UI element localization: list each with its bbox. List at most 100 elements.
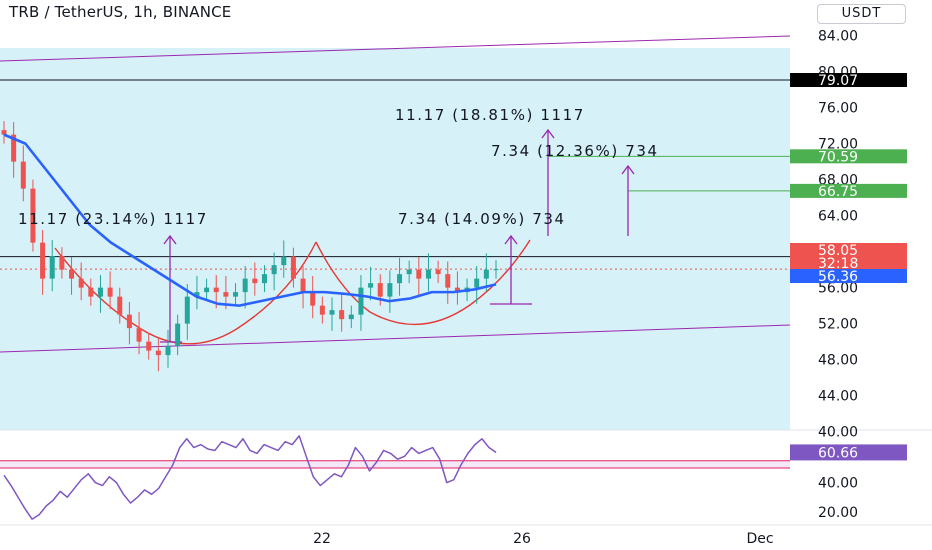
price-label-box bbox=[790, 183, 907, 198]
candle bbox=[435, 260, 441, 284]
candle bbox=[78, 262, 84, 301]
price-label-text: 32:18 bbox=[818, 256, 858, 272]
candle bbox=[425, 253, 431, 292]
candle bbox=[107, 271, 113, 310]
y-axis-tick-label: 48.00 bbox=[818, 353, 858, 369]
candle bbox=[483, 253, 489, 292]
candle-body bbox=[397, 274, 403, 284]
candle bbox=[261, 265, 267, 293]
candle-body bbox=[329, 310, 335, 315]
candle bbox=[11, 122, 17, 178]
candle bbox=[20, 145, 26, 202]
rsi-tick-label: 40.00 bbox=[818, 476, 858, 492]
candle-body bbox=[300, 278, 306, 293]
candle bbox=[406, 260, 412, 284]
candle bbox=[40, 230, 46, 295]
candle-body bbox=[416, 269, 422, 279]
price-label-box bbox=[790, 149, 907, 164]
candle-body bbox=[136, 328, 142, 342]
candle bbox=[184, 284, 190, 340]
candle bbox=[454, 271, 460, 305]
candle-body bbox=[358, 287, 364, 315]
candle bbox=[445, 261, 451, 304]
candle-body bbox=[454, 287, 460, 293]
price-label-box bbox=[790, 73, 907, 87]
candle-body bbox=[271, 265, 277, 275]
candle bbox=[310, 275, 316, 319]
candle-body bbox=[290, 256, 296, 279]
candle-body bbox=[146, 341, 152, 351]
measure-arrow-target1-head bbox=[541, 128, 555, 139]
x-axis-tick-label: 22 bbox=[313, 531, 331, 547]
candle-body bbox=[1, 130, 7, 135]
candle bbox=[146, 332, 152, 360]
x-axis-tick-label: Dec bbox=[746, 531, 773, 547]
y-axis-tick-label: 64.00 bbox=[818, 209, 858, 225]
measure-annotation-text: 7.34 (14.09%) 734 bbox=[398, 210, 566, 228]
candle-body bbox=[368, 283, 374, 288]
candle-body bbox=[474, 278, 480, 288]
candle-body bbox=[11, 134, 17, 162]
measure-arrow-target2-head bbox=[621, 164, 635, 175]
candle bbox=[252, 262, 258, 296]
candle bbox=[281, 240, 287, 278]
price-label-text: 66.75 bbox=[818, 184, 858, 200]
price-label-text: 58.05 bbox=[818, 243, 858, 259]
candle-body bbox=[223, 292, 229, 297]
candle-body bbox=[252, 278, 258, 284]
candle bbox=[416, 257, 422, 295]
currency-selector-button[interactable]: USDT bbox=[817, 4, 906, 24]
candle-body bbox=[348, 314, 354, 320]
rsi-line bbox=[3, 435, 497, 520]
cup-curve-left bbox=[54, 241, 317, 345]
y-axis-tick-label: 40.00 bbox=[818, 425, 858, 441]
candle-body bbox=[310, 292, 316, 306]
candle-body bbox=[387, 283, 393, 297]
price-label-text: 79.07 bbox=[818, 73, 858, 89]
candle-body bbox=[493, 269, 499, 271]
rsi-band bbox=[0, 460, 790, 468]
candle-body bbox=[435, 269, 441, 275]
price-label-box bbox=[790, 269, 907, 283]
candle-body bbox=[233, 292, 239, 297]
candle bbox=[242, 266, 248, 309]
measure-arrow-cup1-head bbox=[163, 234, 177, 245]
candle bbox=[117, 287, 123, 324]
chart-title: TRB / TetherUS, 1h, BINANCE bbox=[9, 3, 232, 21]
y-axis-tick-label: 72.00 bbox=[818, 137, 858, 153]
rsi-value-label-text: 60.66 bbox=[818, 445, 858, 461]
candle-body bbox=[107, 287, 113, 297]
candle bbox=[233, 283, 239, 306]
candle bbox=[165, 329, 171, 368]
candle-body bbox=[20, 161, 26, 189]
price-label-box bbox=[790, 243, 907, 257]
pattern-highlight-area bbox=[0, 48, 790, 430]
candle bbox=[339, 293, 345, 332]
candle-body bbox=[78, 278, 84, 288]
candle bbox=[319, 296, 325, 324]
rsi-tick-label: 20.00 bbox=[818, 505, 858, 521]
candle bbox=[397, 257, 403, 296]
candle bbox=[194, 275, 200, 310]
candle-body bbox=[445, 274, 451, 288]
candle-body bbox=[49, 256, 55, 279]
candle-body bbox=[425, 269, 431, 279]
candle-body bbox=[406, 269, 412, 275]
candle-body bbox=[30, 188, 36, 243]
candle-body bbox=[165, 346, 171, 356]
candle-body bbox=[261, 274, 267, 284]
candle-body bbox=[377, 283, 383, 297]
candle-body bbox=[281, 256, 287, 266]
x-axis-tick-label: 26 bbox=[513, 531, 531, 547]
y-axis-tick-label: 52.00 bbox=[818, 317, 858, 333]
candle-body bbox=[126, 314, 132, 329]
candle-body bbox=[88, 287, 94, 297]
price-label-text: 56.36 bbox=[818, 269, 858, 285]
candle-body bbox=[117, 296, 123, 315]
channel-upper-line bbox=[0, 35, 791, 62]
candle bbox=[97, 275, 103, 313]
measure-annotation-text: 7.34 (12.36%) 734 bbox=[491, 142, 659, 160]
candle bbox=[59, 247, 65, 279]
candle bbox=[329, 297, 335, 331]
candle-body bbox=[175, 323, 181, 347]
